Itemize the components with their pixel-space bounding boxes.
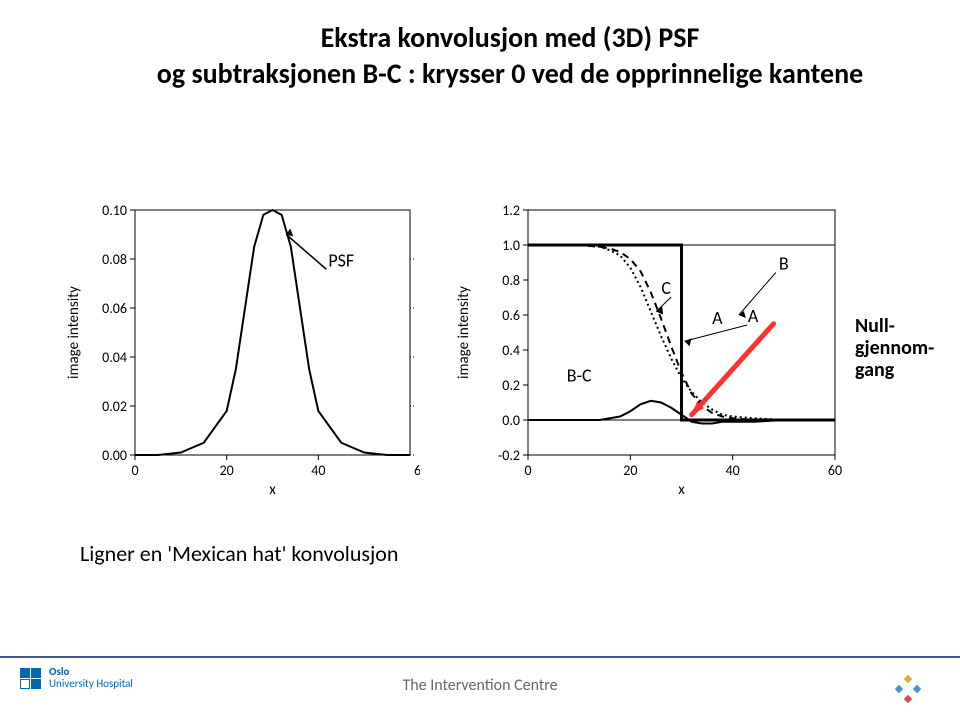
svg-text:0.06: 0.06 <box>102 300 127 317</box>
right-chart: -0.2 0.0 0.2 0.4 0.6 0.8 1.0 1.2 0 20 40 60 x image i… <box>450 200 850 500</box>
svg-text:0.8: 0.8 <box>502 272 520 289</box>
svg-text:20: 20 <box>220 462 234 479</box>
svg-text:40: 40 <box>726 462 740 479</box>
svg-text:x: x <box>678 481 685 499</box>
svg-text:0.4: 0.4 <box>502 342 520 359</box>
svg-text:1.2: 1.2 <box>502 202 520 219</box>
svg-text:image intensity: image intensity <box>65 286 83 379</box>
footer: Oslo University Hospital The Interventio… <box>0 656 960 716</box>
hospital-logo: Oslo University Hospital <box>20 666 133 690</box>
svg-text:B-C: B-C <box>567 365 592 387</box>
hospital-name-2: University Hospital <box>49 677 133 690</box>
left-chart: 0.00 0.02 0.04 0.06 0.08 0.10 0 20 40 6 x image int… <box>60 200 420 500</box>
svg-text:B: B <box>779 253 789 275</box>
svg-text:20: 20 <box>623 462 637 479</box>
svg-text:1.0: 1.0 <box>502 237 520 254</box>
svg-text:0: 0 <box>131 462 138 479</box>
svg-text:C: C <box>661 277 671 299</box>
svg-text:x: x <box>269 481 276 499</box>
svg-text:0.04: 0.04 <box>102 349 127 366</box>
svg-text:image intensity: image intensity <box>455 286 473 379</box>
svg-text:A: A <box>712 307 723 329</box>
svg-text:0.0: 0.0 <box>502 412 520 429</box>
svg-text:0.00: 0.00 <box>102 447 127 464</box>
svg-text:60: 60 <box>828 462 842 479</box>
svg-text:0.10: 0.10 <box>102 202 127 219</box>
svg-text:A: A <box>748 305 759 327</box>
footer-dots-badge <box>890 676 930 706</box>
title-line1: Ekstra konvolusjon med (3D) PSF <box>321 20 700 55</box>
svg-text:0.08: 0.08 <box>102 251 127 268</box>
footer-center-text: The Intervention Centre <box>402 676 557 695</box>
svg-text:-0.2: -0.2 <box>498 447 520 464</box>
svg-text:0.02: 0.02 <box>102 398 127 415</box>
title-line2: og subtraksjonen B-C : krysser 0 ved de … <box>157 56 863 91</box>
caption: Ligner en 'Mexican hat' konvolusjon <box>80 540 398 567</box>
svg-text:6: 6 <box>414 462 420 479</box>
svg-text:40: 40 <box>311 462 325 479</box>
svg-text:PSF: PSF <box>328 249 354 271</box>
null-label: Null- gjennom- gang <box>855 315 934 381</box>
svg-text:0.6: 0.6 <box>502 307 520 324</box>
svg-text:0: 0 <box>524 462 531 479</box>
svg-text:0.2: 0.2 <box>502 377 520 394</box>
